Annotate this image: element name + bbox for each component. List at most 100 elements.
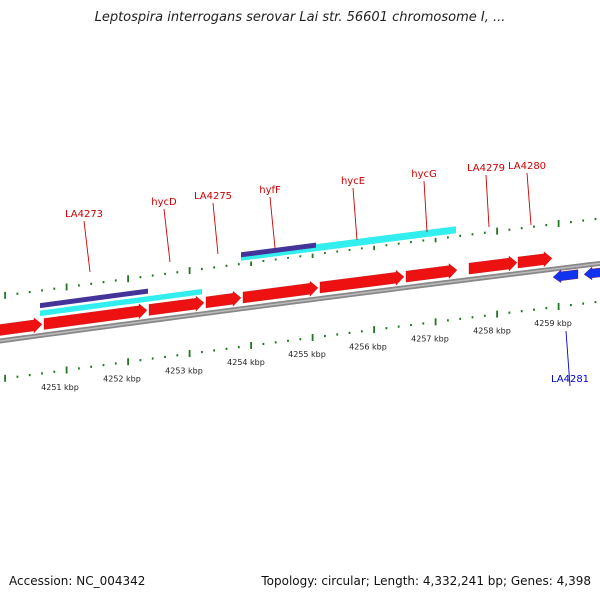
lower-track-minor-tick [176, 354, 179, 357]
lower-track-minor-tick [287, 339, 289, 342]
upper-track-minor-tick [213, 266, 216, 269]
lower-track-minor-tick [16, 375, 19, 378]
upper-track-major-tick [250, 258, 252, 266]
gene-label-g6[interactable]: hycG [411, 169, 437, 180]
leader-line-g1 [83, 220, 91, 273]
forward-gene-g7[interactable] [468, 255, 518, 275]
lower-track-minor-tick [299, 338, 302, 341]
leader-line-g6 [423, 180, 428, 233]
upper-track-minor-tick [237, 263, 240, 266]
upper-track-minor-tick [533, 225, 535, 228]
lower-track-minor-tick [360, 330, 363, 333]
lower-track-minor-tick [139, 359, 142, 362]
lower-track-major-tick [434, 318, 437, 326]
feature-band-gap-2[interactable] [241, 233, 456, 263]
lower-track-minor-tick [262, 342, 265, 346]
leader-line-g7 [485, 174, 490, 228]
forward-gene-g1[interactable] [43, 303, 148, 330]
lower-track-minor-tick [385, 327, 388, 330]
lower-track-major-tick [250, 341, 252, 349]
gene-label-g9[interactable]: LA4281 [551, 374, 589, 385]
lower-track-minor-tick [201, 350, 203, 354]
gene-label-g1[interactable]: LA4273 [65, 209, 103, 220]
upper-track-major-tick [4, 291, 6, 299]
upper-track-minor-tick [41, 289, 43, 292]
upper-track-major-tick [557, 220, 560, 228]
feature-band-gap-1[interactable] [40, 286, 202, 311]
leader-line-g3 [212, 202, 219, 255]
reverse-gene-g10[interactable] [583, 266, 600, 281]
upper-track-minor-tick [274, 258, 277, 261]
upper-track-minor-tick [508, 228, 511, 231]
lower-track-minor-tick [471, 316, 474, 319]
leader-line-g4 [269, 196, 276, 249]
lower-track-minor-tick [545, 307, 548, 310]
gene-label-g7[interactable]: LA4279 [467, 163, 505, 174]
scale-label-2: 4252 kbp [103, 375, 141, 384]
forward-gene-g2[interactable] [148, 295, 205, 316]
lower-track-major-tick [311, 334, 314, 342]
lower-track-major-tick [127, 358, 129, 366]
feature-band-purple-2[interactable] [241, 242, 316, 258]
lower-track-minor-tick [508, 311, 511, 314]
feature-band-cyan-2[interactable] [241, 226, 456, 262]
scale-label-6: 4256 kbp [349, 342, 387, 351]
lower-track-minor-tick [274, 341, 277, 344]
forward-gene-g3[interactable] [205, 290, 242, 309]
lower-track-minor-tick [410, 323, 412, 327]
upper-track-major-tick [434, 235, 437, 243]
upper-track-minor-tick [102, 281, 105, 284]
lower-track-minor-tick [53, 370, 56, 373]
forward-gene-g4[interactable] [242, 280, 319, 304]
gene-label-g5[interactable]: hycE [341, 176, 365, 187]
lower-track-minor-tick [114, 362, 117, 365]
upper-track-major-tick [496, 227, 498, 235]
lower-track-major-tick [65, 366, 68, 374]
upper-track-minor-tick [471, 233, 474, 236]
feature-band-purple-1[interactable] [40, 288, 148, 309]
lower-track-minor-tick [397, 325, 400, 328]
upper-track-minor-tick [336, 250, 339, 253]
upper-track-minor-tick [299, 255, 302, 258]
lower-track-major-tick [496, 310, 498, 318]
leader-line-g8 [526, 172, 532, 226]
upper-track-minor-tick [114, 279, 117, 282]
gene-label-g2[interactable]: hycD [151, 197, 177, 208]
scale-label-9: 4259 kbp [534, 319, 572, 328]
backbone-inner [0, 262, 600, 342]
gene-label-g4[interactable]: hyfF [259, 185, 281, 196]
lower-track-minor-tick [237, 346, 240, 349]
forward-gene-g6[interactable] [405, 263, 458, 283]
map-title: Leptospira interrogans serovar Lai str. … [94, 10, 506, 25]
leader-line-g2 [163, 208, 171, 263]
gene-label-g3[interactable]: LA4275 [194, 191, 232, 202]
scale-label-1: 4251 kbp [41, 383, 79, 392]
upper-track-minor-tick [225, 264, 228, 267]
reverse-gene-g9[interactable] [552, 269, 579, 283]
upper-track-major-tick [188, 267, 191, 275]
upper-track-minor-tick [360, 247, 363, 250]
upper-track-minor-tick [262, 259, 265, 263]
lower-track-minor-tick [348, 331, 351, 334]
gene-label-g8[interactable]: LA4280 [508, 161, 546, 172]
feature-band-cyan-1[interactable] [40, 287, 202, 317]
scale-label-3: 4253 kbp [165, 366, 203, 375]
scale-label-8: 4258 kbp [473, 327, 511, 336]
upper-track-minor-tick [397, 242, 400, 245]
forward-gene-g0[interactable] [0, 317, 43, 336]
upper-track-minor-tick [348, 248, 351, 251]
upper-track-minor-tick [28, 290, 31, 294]
lower-track-minor-tick [41, 372, 43, 375]
forward-gene-g5[interactable] [319, 269, 405, 294]
upper-track-minor-tick [545, 224, 548, 227]
lower-track-minor-tick [164, 355, 166, 359]
forward-gene-g8[interactable] [517, 251, 553, 269]
upper-track-minor-tick [582, 219, 585, 222]
lower-track-minor-tick [520, 310, 523, 313]
upper-track-minor-tick [324, 251, 326, 255]
lower-track-major-tick [188, 350, 191, 358]
lower-track-minor-tick [78, 367, 80, 370]
upper-track-minor-tick [594, 217, 597, 221]
upper-track-minor-tick [459, 234, 462, 237]
